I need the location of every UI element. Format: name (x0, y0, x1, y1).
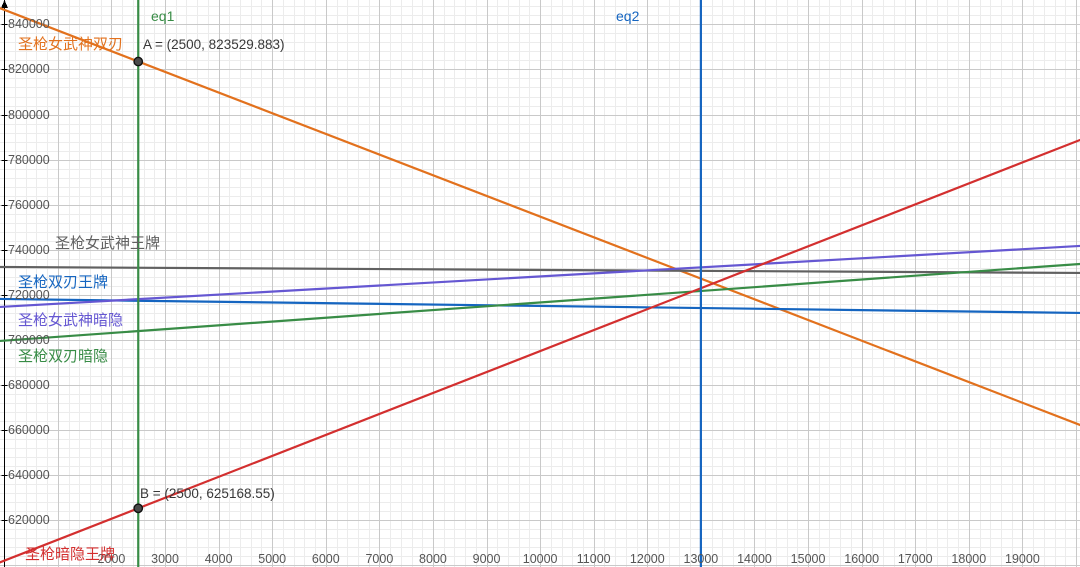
line-nvwushen-wangpai[interactable] (0, 265, 1080, 275)
x-tick-label: 7000 (365, 552, 394, 566)
x-tick-label: 12000 (629, 552, 665, 566)
y-tick-label: 800000 (8, 107, 50, 122)
y-axis-arrow-icon (1, 0, 8, 8)
x-tick-label: 15000 (790, 552, 826, 566)
x-tick-label: 6000 (311, 552, 340, 566)
line-nvwushen-anyin[interactable] (0, 244, 1080, 309)
point-A[interactable] (133, 56, 144, 67)
label-line-shuangren-wangpai[interactable]: 圣枪双刃王牌 (18, 274, 109, 291)
x-tick-label: 11000 (576, 552, 611, 566)
x-tick-label: 2000 (97, 552, 126, 566)
x-tick-label: 18000 (951, 552, 987, 566)
x-tick-label: 14000 (737, 552, 772, 566)
y-tick-label: 620000 (8, 512, 50, 527)
line-nvwushen-shuangren[interactable] (0, 7, 1080, 427)
y-tick-label: 660000 (8, 422, 50, 437)
label-point-A[interactable]: A = (2500, 823529.883) (143, 37, 285, 52)
x-tick-label: 19000 (1005, 552, 1040, 566)
y-tick-label: 680000 (8, 377, 50, 392)
x-tick-label: 9000 (472, 552, 501, 566)
y-tick-label: 640000 (8, 467, 50, 482)
point-B[interactable] (133, 503, 144, 514)
label-line-shuangren-anyin[interactable]: 圣枪双刃暗隐 (18, 348, 109, 365)
y-tick-label: 740000 (8, 242, 50, 257)
line-anyin-wangpai[interactable] (0, 138, 1080, 564)
x-tick-label: 8000 (419, 552, 447, 566)
x-tick-label: 13000 (683, 552, 719, 566)
label-point-B[interactable]: B = (2500, 625168.55) (140, 486, 275, 501)
label-eq2[interactable]: eq2 (616, 8, 640, 24)
label-line-nvwushen-shuangren[interactable]: 圣枪女武神双刃 (18, 36, 124, 53)
y-tick-label: 780000 (8, 152, 50, 167)
y-tick-label: 700000 (8, 332, 50, 347)
line-shuangren-anyin[interactable] (0, 262, 1080, 343)
x-tick-label: 3000 (151, 552, 179, 566)
y-tick-label: 820000 (8, 62, 50, 77)
x-tick-label: 17000 (897, 552, 933, 566)
label-line-anyin-wangpai[interactable]: 圣枪暗隐王牌 (25, 546, 116, 563)
x-tick-label: 5000 (258, 552, 287, 566)
label-line-nvwushen-wangpai[interactable]: 圣枪女武神王牌 (55, 235, 161, 252)
x-tick-label: 10000 (522, 552, 558, 566)
line-shuangren-wangpai[interactable] (0, 297, 1080, 315)
y-tick-label: 720000 (8, 287, 50, 302)
y-tick-label: 760000 (8, 197, 50, 212)
label-line-nvwushen-anyin[interactable]: 圣枪女武神暗隐 (18, 312, 124, 329)
x-tick-label: 16000 (844, 552, 880, 566)
y-tick-label: 840000 (8, 17, 50, 32)
x-tick-label: 4000 (204, 552, 233, 566)
label-eq1[interactable]: eq1 (151, 8, 175, 24)
